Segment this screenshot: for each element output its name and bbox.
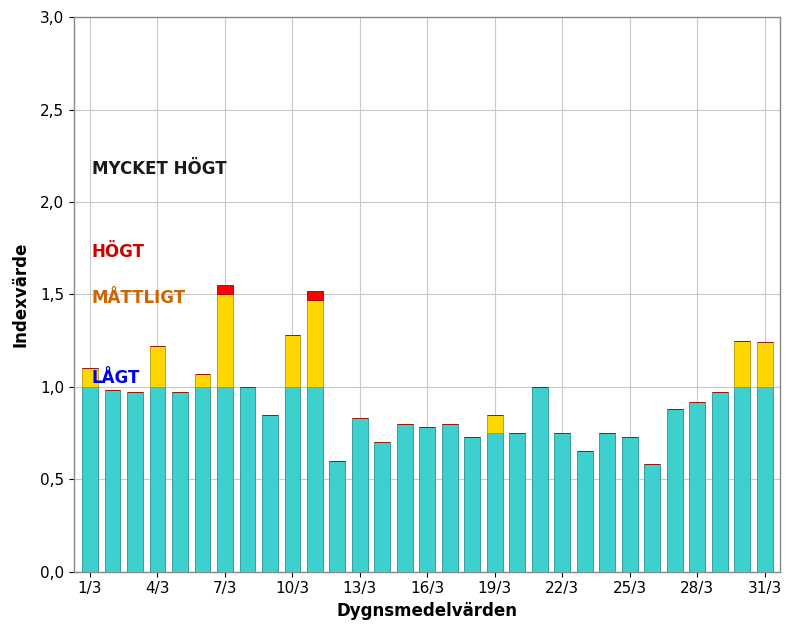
Bar [352,418,368,572]
Text: MYCKET HÖGT: MYCKET HÖGT [92,160,227,178]
Bar [285,335,301,387]
Bar [757,343,773,387]
Bar [82,369,98,387]
Bar [420,427,435,572]
Bar [374,442,390,572]
Text: MÅTTLIGT: MÅTTLIGT [92,289,186,307]
Bar [735,387,750,572]
Bar [307,387,323,572]
Bar [195,374,211,387]
Bar [712,392,727,572]
Bar [217,285,233,294]
Text: LÅGT: LÅGT [92,369,140,387]
Bar [105,391,120,572]
Bar [329,461,345,572]
Bar [262,415,277,572]
Bar [645,464,660,572]
Bar [554,433,570,572]
Bar [689,401,705,572]
Bar [82,387,98,572]
Bar [599,433,615,572]
X-axis label: Dygnsmedelvärden: Dygnsmedelvärden [337,602,518,620]
Bar [217,294,233,387]
Bar [172,392,188,572]
Bar [757,387,773,572]
Bar [577,451,593,572]
Bar [217,387,233,572]
Bar [307,300,323,387]
Bar [195,387,211,572]
Bar [285,387,301,572]
Bar [510,433,525,572]
Bar [397,424,413,572]
Bar [149,387,165,572]
Y-axis label: Indexvärde: Indexvärde [11,242,29,347]
Bar [532,387,548,572]
Bar [149,346,165,387]
Bar [735,341,750,387]
Bar [307,291,323,300]
Text: HÖGT: HÖGT [92,243,145,261]
Bar [667,409,683,572]
Bar [127,392,143,572]
Bar [487,433,502,572]
Bar [239,387,255,572]
Bar [442,424,458,572]
Bar [622,437,638,572]
Bar [487,415,502,433]
Bar [464,437,480,572]
